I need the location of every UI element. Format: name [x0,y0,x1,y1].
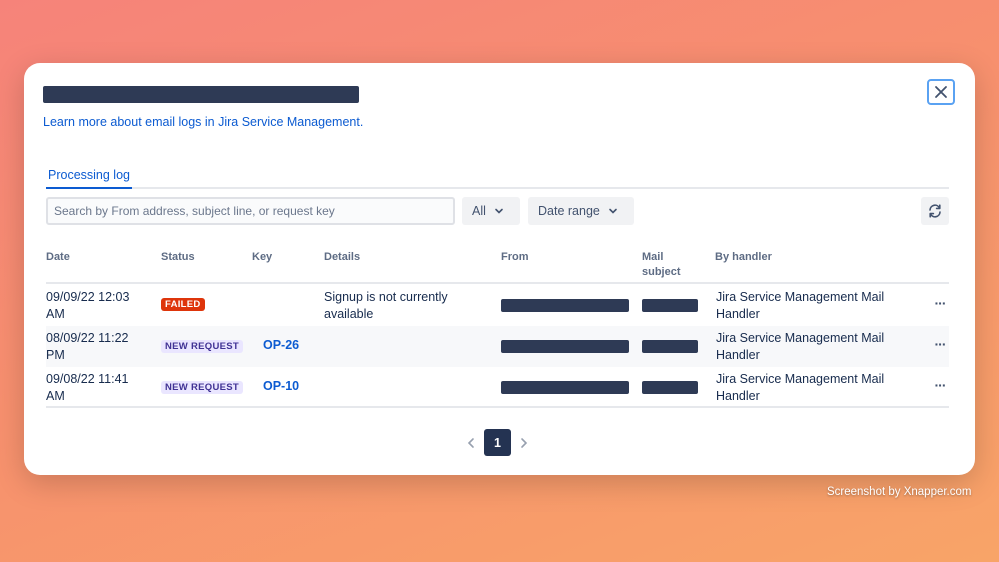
status-badge: FAILED [161,298,205,311]
status-filter-dropdown[interactable]: All [462,197,520,225]
header-divider [46,282,949,284]
subject-redacted [642,381,698,394]
table-row: 09/09/22 12:03 AM FAILED Signup is not c… [46,285,949,326]
row-details: Signup is not currently available [324,289,448,323]
email-log-modal: Learn more about email logs in Jira Serv… [24,63,975,475]
learn-more-link[interactable]: Learn more about email logs in Jira Serv… [43,115,364,129]
request-key-link[interactable]: OP-10 [263,379,300,393]
screenshot-credit: Screenshot by Xnapper.com [827,486,972,498]
tab-bar: Processing log [46,163,949,189]
row-handler-line1: Jira Service Management Mail [716,290,885,304]
close-icon [935,86,947,98]
row-date-line2: AM [46,307,65,321]
status-filter-label: All [472,204,486,218]
row-handler-line2: Handler [716,389,760,403]
row-date-line2: PM [46,348,65,362]
chevron-down-icon [495,208,503,214]
subject-redacted [642,299,698,312]
chevron-down-icon [609,208,617,214]
header-mail-subject: Mail subject [642,250,681,280]
row-date: 08/09/22 11:22 PM [46,330,128,364]
date-range-dropdown[interactable]: Date range [528,197,634,225]
search-input[interactable] [46,197,455,225]
row-handler-line2: Handler [716,348,760,362]
row-handler-line1: Jira Service Management Mail [716,372,885,386]
from-redacted [501,340,629,353]
more-actions-button[interactable]: ··· [934,336,947,352]
refresh-button[interactable] [921,197,949,225]
modal-title-redacted [43,86,359,103]
header-mail-subject-line1: Mail [642,251,664,263]
next-page-button[interactable] [516,431,532,455]
header-from: From [501,251,529,263]
row-date-line2: AM [46,389,65,403]
header-status: Status [161,251,195,263]
subject-redacted [642,340,698,353]
row-handler-line1: Jira Service Management Mail [716,331,885,345]
request-key-link[interactable]: OP-26 [263,338,300,352]
table-row: 09/08/22 11:41 AM NEW REQUEST OP-10 Jira… [46,367,949,408]
header-key: Key [252,251,273,263]
from-redacted [501,299,629,312]
status-badge: NEW REQUEST [161,340,244,353]
table-bottom-divider [46,406,949,408]
from-redacted [501,381,629,394]
row-date-line1: 09/09/22 12:03 [46,290,130,304]
header-mail-subject-line2: subject [642,266,681,278]
more-actions-button[interactable]: ··· [934,295,947,311]
row-details-line1: Signup is not currently [324,290,448,304]
row-handler: Jira Service Management Mail Handler [716,371,884,405]
row-date-line1: 08/09/22 11:22 [46,331,129,345]
row-date: 09/08/22 11:41 AM [46,371,128,405]
row-date-line1: 09/08/22 11:41 [46,372,129,386]
header-details: Details [324,251,361,263]
chevron-right-icon [521,438,528,448]
row-details-line2: available [324,307,374,321]
row-handler: Jira Service Management Mail Handler [716,330,884,364]
date-range-label: Date range [538,204,600,218]
tab-processing-log[interactable]: Processing log [46,163,132,189]
refresh-icon [929,204,941,218]
prev-page-button[interactable] [463,431,479,455]
row-date: 09/09/22 12:03 AM [46,289,129,323]
close-button[interactable] [927,79,955,105]
status-badge: NEW REQUEST [161,381,244,394]
table-row: 08/09/22 11:22 PM NEW REQUEST OP-26 Jira… [46,326,949,367]
header-date: Date [46,251,70,263]
more-actions-button[interactable]: ··· [934,377,947,393]
chevron-left-icon [467,438,474,448]
row-handler-line2: Handler [716,307,760,321]
row-handler: Jira Service Management Mail Handler [716,289,884,323]
page-button-current[interactable]: 1 [484,429,511,456]
header-by-handler: By handler [715,251,772,263]
